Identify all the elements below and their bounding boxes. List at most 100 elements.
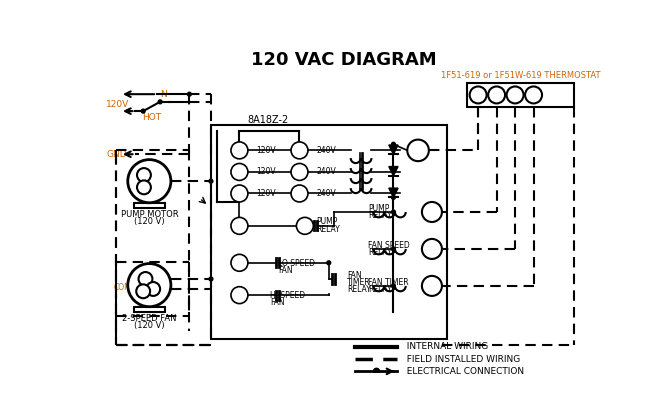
Text: 120V: 120V <box>107 101 129 109</box>
Circle shape <box>391 142 395 146</box>
Text: 120V: 120V <box>257 168 276 176</box>
Circle shape <box>136 285 150 298</box>
Polygon shape <box>389 145 398 154</box>
Bar <box>134 203 165 208</box>
Text: G: G <box>529 90 537 100</box>
Circle shape <box>422 202 442 222</box>
Circle shape <box>231 254 248 271</box>
Text: LO SPEED: LO SPEED <box>278 259 315 268</box>
Text: P1: P1 <box>299 221 310 230</box>
Text: N: N <box>237 146 243 155</box>
Text: 240V: 240V <box>316 168 336 176</box>
Polygon shape <box>389 166 398 176</box>
Circle shape <box>391 247 395 251</box>
Text: L1: L1 <box>234 221 245 230</box>
Text: W: W <box>426 207 438 217</box>
Text: R: R <box>474 90 482 100</box>
Text: HI SPEED: HI SPEED <box>270 291 306 300</box>
Text: RELAY: RELAY <box>368 211 392 220</box>
Text: Y: Y <box>512 90 519 100</box>
Circle shape <box>209 277 213 281</box>
Text: 240V: 240V <box>316 189 336 198</box>
Text: RELAY: RELAY <box>368 248 392 257</box>
Text: (120 V): (120 V) <box>134 217 165 227</box>
Circle shape <box>422 276 442 296</box>
Text: RELAY: RELAY <box>368 285 392 294</box>
Text: ELECTRICAL CONNECTION: ELECTRICAL CONNECTION <box>401 367 524 376</box>
Circle shape <box>373 368 380 375</box>
Circle shape <box>137 181 151 194</box>
Text: HI: HI <box>149 286 157 292</box>
Text: 2-SPEED FAN: 2-SPEED FAN <box>122 314 177 323</box>
Text: GND: GND <box>107 150 127 159</box>
Text: G: G <box>427 281 436 291</box>
Circle shape <box>507 86 523 103</box>
Text: L2: L2 <box>295 146 304 155</box>
Circle shape <box>137 168 151 182</box>
Circle shape <box>231 217 248 234</box>
Circle shape <box>296 217 314 234</box>
Circle shape <box>231 142 248 159</box>
Circle shape <box>128 264 171 307</box>
Circle shape <box>291 185 308 202</box>
Circle shape <box>141 109 145 113</box>
Circle shape <box>139 272 152 286</box>
Text: PUMP: PUMP <box>316 217 338 227</box>
Circle shape <box>391 284 395 288</box>
Text: RELAY: RELAY <box>347 285 371 294</box>
Text: FAN: FAN <box>347 271 362 279</box>
Circle shape <box>488 86 505 103</box>
Text: COM: COM <box>114 283 131 292</box>
Text: N: N <box>160 90 167 98</box>
Text: RELAY: RELAY <box>316 225 340 234</box>
Circle shape <box>158 100 162 104</box>
Text: INTERNAL WIRING: INTERNAL WIRING <box>401 342 488 351</box>
Circle shape <box>327 261 331 265</box>
Text: F2: F2 <box>234 189 245 198</box>
Text: FAN TIMER: FAN TIMER <box>368 278 409 287</box>
Circle shape <box>146 282 160 296</box>
Text: 120 VAC DIAGRAM: 120 VAC DIAGRAM <box>251 51 436 69</box>
Text: L0: L0 <box>234 258 245 267</box>
Text: P2: P2 <box>294 168 305 176</box>
Text: 120V: 120V <box>257 146 276 155</box>
Text: 120V: 120V <box>257 189 276 198</box>
Circle shape <box>231 163 248 181</box>
Circle shape <box>391 195 395 199</box>
Circle shape <box>470 86 486 103</box>
Bar <box>134 307 165 312</box>
Circle shape <box>188 92 192 96</box>
Text: FIELD INSTALLED WIRING: FIELD INSTALLED WIRING <box>401 354 521 364</box>
Text: PUMP: PUMP <box>368 204 389 213</box>
Circle shape <box>525 86 542 103</box>
Text: P2: P2 <box>234 168 245 176</box>
Circle shape <box>231 287 248 304</box>
Circle shape <box>291 163 308 181</box>
Bar <box>468 83 574 107</box>
Text: Y: Y <box>428 244 436 254</box>
Text: F2: F2 <box>294 189 305 198</box>
Text: HI: HI <box>235 291 244 300</box>
Text: 8A18Z-2: 8A18Z-2 <box>247 115 288 125</box>
Text: HOT: HOT <box>141 113 161 122</box>
Text: FAN: FAN <box>270 298 285 308</box>
Circle shape <box>391 210 395 214</box>
Text: W: W <box>491 90 502 100</box>
Text: 240V: 240V <box>316 146 336 155</box>
Text: FAN: FAN <box>278 266 293 275</box>
Circle shape <box>291 142 308 159</box>
Text: 1F51-619 or 1F51W-619 THERMOSTAT: 1F51-619 or 1F51W-619 THERMOSTAT <box>441 71 600 80</box>
Circle shape <box>128 160 171 203</box>
Circle shape <box>407 140 429 161</box>
Circle shape <box>422 239 442 259</box>
Text: FAN SPEED: FAN SPEED <box>368 241 410 251</box>
Text: R: R <box>414 145 422 155</box>
Text: LO: LO <box>142 276 151 282</box>
Text: (120 V): (120 V) <box>134 321 165 331</box>
Circle shape <box>209 179 213 183</box>
Circle shape <box>231 185 248 202</box>
Bar <box>211 125 448 339</box>
Text: TIMER: TIMER <box>347 278 371 287</box>
Text: PUMP MOTOR: PUMP MOTOR <box>121 210 178 219</box>
Polygon shape <box>389 188 398 197</box>
